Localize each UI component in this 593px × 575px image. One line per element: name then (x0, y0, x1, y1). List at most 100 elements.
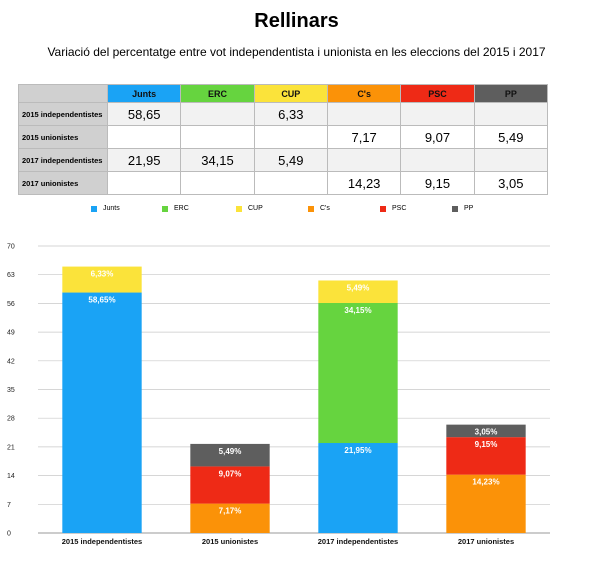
bar-segment (318, 443, 398, 533)
table-row-label: 2015 unionistes (18, 125, 108, 149)
y-tick-label: 56 (7, 301, 15, 308)
legend-swatch (91, 205, 97, 212)
bar-segment (446, 474, 526, 533)
y-tick-label: 42 (7, 358, 15, 365)
table-cell: 7,17 (326, 125, 402, 149)
table-cell (326, 148, 402, 172)
table-cell (400, 102, 475, 126)
bar-segment (190, 466, 270, 504)
legend-label: CUP (248, 205, 263, 212)
table-cell (106, 125, 182, 149)
table-header-psc: PSC (400, 84, 475, 103)
legend-item: PSC (380, 205, 406, 212)
legend-label: ERC (174, 205, 189, 212)
x-tick-label: 2015 independentistes (62, 537, 142, 546)
table-cell: 9,07 (400, 125, 475, 149)
bar-segment (318, 302, 398, 444)
legend-item: ERC (162, 205, 189, 212)
legend-swatch (308, 205, 314, 212)
table-cell: 5,49 (253, 148, 328, 172)
table-header-junts: Junts (106, 84, 182, 103)
table-row-label: 2017 independentistes (18, 148, 108, 172)
legend-label: C's (320, 205, 330, 212)
legend-swatch (380, 205, 386, 212)
y-tick-label: 49 (7, 330, 15, 337)
y-tick-label: 21 (7, 444, 15, 451)
legend-label: PP (464, 205, 474, 212)
bar-segment (446, 424, 526, 438)
table-row-label: 2017 unionistes (18, 171, 108, 195)
table-cell: 34,15 (180, 148, 255, 172)
table-cell (253, 125, 328, 149)
data-label: 9,07% (219, 469, 242, 478)
bar-segment (446, 437, 526, 475)
table-header-row: Junts ERC CUP C's PSC PP (18, 84, 549, 103)
bar-segment (190, 443, 270, 467)
table-row: 2017 unionistes 14,23 9,15 3,05 (18, 171, 549, 195)
table-cell (326, 102, 402, 126)
table-cell: 3,05 (473, 171, 549, 195)
table-cell: 9,15 (400, 171, 475, 195)
table-header-erc: ERC (180, 84, 255, 103)
table-cell (180, 102, 255, 126)
legend-item: Junts (91, 205, 120, 212)
legend-item: PP (452, 205, 473, 212)
table-cell: 58,65 (106, 102, 182, 126)
y-tick-label: 0 (7, 531, 11, 538)
table-corner-cell (18, 84, 108, 103)
table-row-label: 2015 independentistes (18, 102, 108, 126)
table-cell (473, 102, 549, 126)
table-cell (473, 148, 549, 172)
chart-legend: Junts ERC CUP C's PSC PP (0, 205, 593, 219)
chart-title: Rellinars (254, 10, 339, 32)
legend-item: CUP (236, 205, 263, 212)
legend-label: PSC (392, 205, 407, 212)
table-cell (180, 125, 255, 149)
table-header-cup: CUP (253, 84, 328, 103)
data-label: 9,15% (475, 440, 498, 449)
data-label: 3,05% (475, 428, 498, 437)
data-label: 14,23% (472, 478, 499, 487)
data-label: 34,15% (344, 306, 371, 315)
y-tick-label: 14 (7, 473, 15, 480)
bar-segment (318, 280, 398, 303)
bar-segment (62, 292, 142, 533)
y-tick-label: 70 (7, 244, 15, 251)
data-table: Junts ERC CUP C's PSC PP 2015 independen… (18, 84, 549, 195)
legend-swatch (162, 205, 168, 212)
stacked-bar-chart: 0 7 14 21 28 35 42 49 56 63 70 58,65% 6,33% 2015 inde… (7, 244, 550, 546)
table-cell (253, 171, 328, 195)
x-tick-label: 2015 unionistes (202, 537, 258, 546)
bar-segment (190, 503, 270, 533)
legend-label: Junts (103, 205, 120, 212)
table-row: 2015 independentistes 58,65 6,33 (18, 102, 549, 126)
table-cell: 21,95 (106, 148, 182, 172)
data-label: 6,33% (91, 270, 114, 279)
data-label: 5,49% (219, 447, 242, 456)
table-header-pp: PP (473, 84, 549, 103)
y-tick-label: 7 (7, 502, 11, 509)
data-label: 21,95% (344, 446, 371, 455)
data-label: 58,65% (88, 296, 115, 305)
table-row: 2017 independentistes 21,95 34,15 5,49 (18, 148, 549, 172)
table-cell: 14,23 (326, 171, 402, 195)
legend-item: C's (308, 205, 330, 212)
legend-swatch (452, 205, 458, 212)
y-tick-label: 63 (7, 272, 15, 279)
chart-subtitle: Variació del percentatge entre vot indep… (47, 45, 546, 59)
data-label: 5,49% (347, 283, 370, 292)
x-tick-label: 2017 unionistes (458, 537, 514, 546)
table-cell (180, 171, 255, 195)
table-cell (400, 148, 475, 172)
data-label: 7,17% (219, 507, 242, 516)
x-tick-label: 2017 independentistes (318, 537, 398, 546)
table-cell: 5,49 (473, 125, 549, 149)
table-row: 2015 unionistes 7,17 9,07 5,49 (18, 125, 549, 149)
y-tick-label: 28 (7, 416, 15, 423)
table-header-cs: C's (326, 84, 402, 103)
table-cell: 6,33 (253, 102, 328, 126)
y-tick-label: 35 (7, 387, 15, 394)
bar-segment (62, 266, 142, 293)
legend-swatch (236, 205, 242, 212)
table-cell (106, 171, 182, 195)
